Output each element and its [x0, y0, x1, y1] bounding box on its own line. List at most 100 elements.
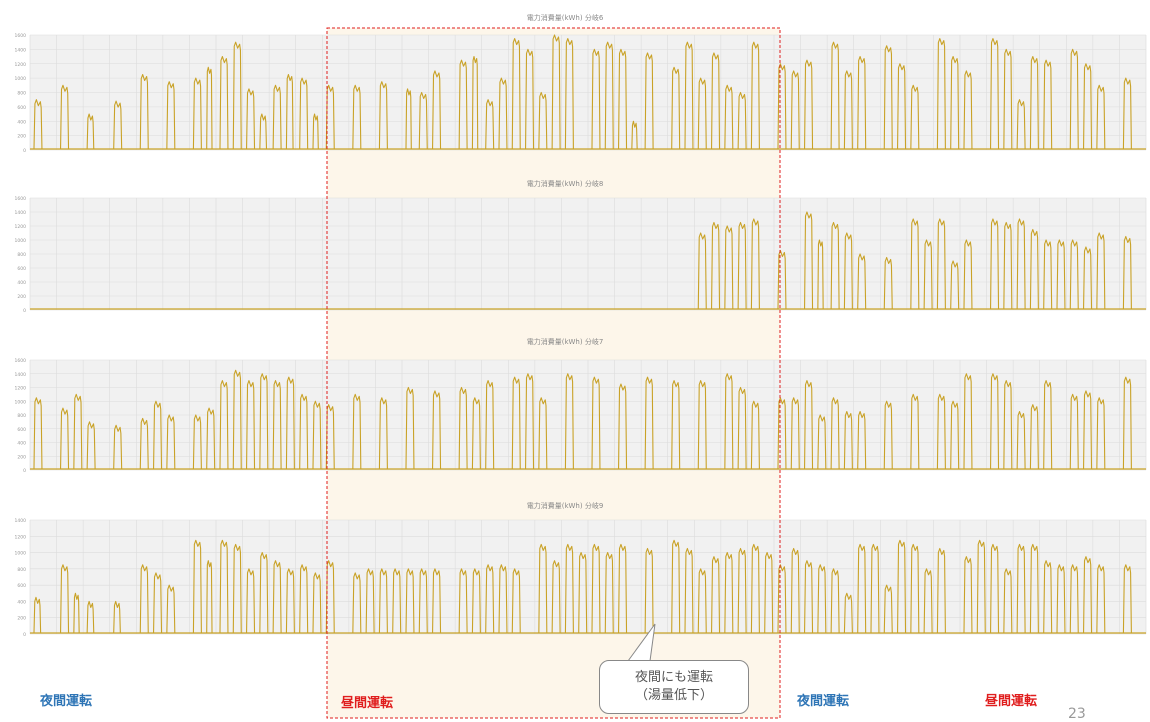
data-pulse [312, 572, 322, 634]
data-pulse [219, 380, 229, 470]
data-pulse [551, 560, 561, 634]
chart-3: 0 200 400 600 800 1000 1200 1400 1600 電力消費量(kWh) … [15, 337, 1147, 474]
data-pulse [139, 564, 149, 634]
data-pulse [564, 38, 574, 150]
data-pulse [591, 543, 601, 634]
data-pulse [910, 218, 920, 310]
data-pulse [963, 556, 973, 634]
data-pulse [1029, 56, 1039, 150]
data-pulse [950, 260, 960, 310]
data-pulse [591, 48, 601, 150]
data-pulse [259, 113, 268, 150]
data-pulse [312, 113, 319, 150]
data-pulse [1016, 543, 1026, 634]
data-pulse [843, 592, 853, 634]
data-pulse [378, 397, 388, 470]
data-pulse [644, 52, 654, 150]
data-pulse [485, 99, 495, 150]
data-pulse [990, 373, 1000, 470]
data-pulse [525, 48, 535, 150]
data-pulse [883, 400, 893, 470]
data-pulse [272, 84, 282, 150]
data-pulse [843, 411, 853, 470]
chart-title: 電力消費量(kWh) 分岐8 [527, 179, 604, 188]
data-pulse [166, 414, 176, 470]
data-pulse [432, 70, 442, 150]
data-pulse [432, 390, 442, 470]
y-tick-label: 1400 [15, 372, 27, 378]
data-pulse [618, 383, 628, 470]
data-pulse [897, 539, 907, 634]
data-pulse [830, 568, 840, 634]
data-pulse [60, 84, 70, 150]
data-pulse [525, 373, 535, 470]
chart-title: 電力消費量(kWh) 分岐7 [527, 337, 604, 346]
data-pulse [724, 225, 734, 310]
y-tick-label: 1600 [15, 196, 27, 202]
data-pulse [405, 568, 415, 634]
data-pulse [1003, 221, 1013, 310]
data-pulse [724, 84, 734, 150]
data-pulse [538, 397, 548, 470]
data-pulse [418, 91, 428, 150]
data-pulse [471, 568, 481, 634]
data-pulse [1122, 77, 1132, 150]
y-tick-label: 800 [17, 413, 26, 419]
data-pulse [750, 543, 760, 634]
data-pulse [33, 397, 43, 470]
data-pulse [737, 547, 747, 634]
data-pulse [325, 84, 335, 150]
data-pulse [1069, 564, 1079, 634]
data-pulse [352, 393, 362, 470]
data-pulse [246, 88, 256, 150]
data-pulse [1043, 380, 1053, 470]
data-pulse [697, 380, 707, 470]
data-pulse [299, 77, 309, 150]
data-pulse [976, 539, 986, 634]
data-pulse [990, 543, 1000, 634]
data-pulse [471, 56, 479, 150]
data-pulse [1003, 568, 1013, 634]
data-pulse [750, 218, 760, 310]
data-pulse [232, 369, 242, 470]
data-pulse [578, 552, 588, 634]
data-pulse [936, 393, 946, 470]
data-pulse [458, 59, 468, 150]
data-pulse [671, 539, 681, 634]
data-pulse [843, 232, 853, 310]
data-pulse [684, 547, 694, 634]
data-pulse [1083, 390, 1093, 470]
data-pulse [166, 81, 176, 150]
data-pulse [857, 253, 867, 310]
data-pulse [86, 113, 95, 150]
data-pulse [232, 41, 242, 150]
data-pulse [1083, 556, 1093, 634]
data-pulse [830, 41, 840, 150]
data-pulse [950, 400, 960, 470]
data-pulse [950, 56, 960, 150]
chart-4: 0 200 400 600 800 1000 1200 1400 電力消費量(kWh) 分岐9 [15, 501, 1147, 638]
data-pulse [817, 239, 824, 310]
y-tick-label: 1400 [15, 518, 27, 524]
data-pulse [963, 70, 973, 150]
data-pulse [1096, 564, 1106, 634]
data-pulse [86, 421, 96, 470]
data-pulse [73, 592, 80, 634]
y-tick-label: 1200 [15, 62, 27, 68]
data-pulse [724, 373, 734, 470]
data-pulse [33, 99, 43, 150]
data-pulse [750, 400, 760, 470]
data-pulse [206, 66, 213, 150]
data-pulse [711, 556, 721, 634]
data-pulse [458, 386, 468, 470]
data-pulse [843, 70, 853, 150]
y-tick-label: 1000 [15, 399, 27, 405]
data-pulse [206, 407, 216, 470]
data-pulse [697, 568, 707, 634]
data-pulse [299, 393, 309, 470]
data-pulse [1069, 48, 1079, 150]
data-pulse [790, 397, 800, 470]
data-pulse [259, 552, 269, 634]
data-pulse [192, 539, 202, 634]
data-pulse [618, 543, 628, 634]
